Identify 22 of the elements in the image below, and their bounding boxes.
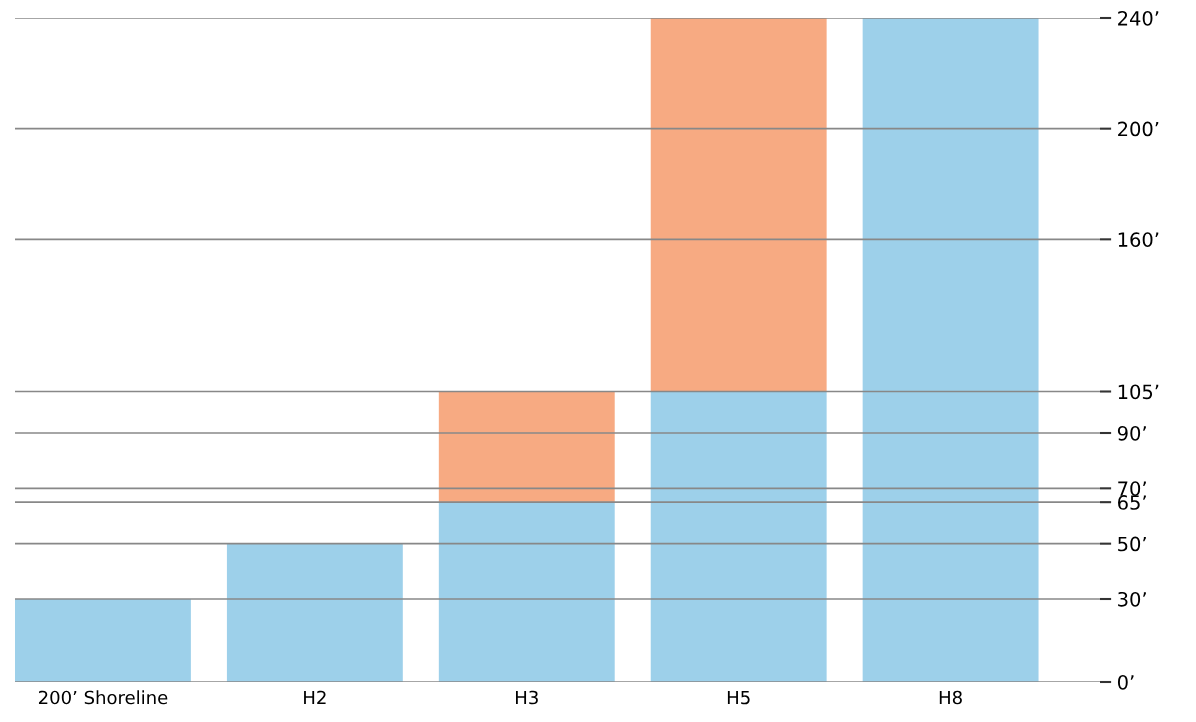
bar bbox=[15, 599, 191, 682]
y-tick-label: 70’ bbox=[1118, 481, 1146, 496]
bar bbox=[650, 18, 827, 392]
bar bbox=[862, 18, 1039, 682]
y-tick-label: 105’ bbox=[1118, 384, 1159, 400]
y-tick-label: 90’ bbox=[1117, 425, 1146, 441]
y-tick-label: 50’ bbox=[1118, 536, 1146, 552]
y-tick-label: 160’ bbox=[1118, 232, 1159, 247]
y-tick-label: 240’ bbox=[1118, 10, 1159, 26]
x-tick-label: H2 bbox=[304, 690, 326, 705]
bar bbox=[650, 391, 827, 682]
y-tick-label: 0’ bbox=[1117, 674, 1134, 690]
bar bbox=[438, 502, 615, 682]
x-tick-label: H5 bbox=[727, 690, 750, 705]
y-tick-label: 65’ bbox=[1118, 495, 1146, 510]
y-tick-label: 200’ bbox=[1118, 121, 1159, 137]
x-tick-label: H8 bbox=[939, 690, 962, 705]
y-tick-label: 30’ bbox=[1118, 591, 1146, 607]
x-tick-label: 200’ Shoreline bbox=[38, 690, 168, 705]
bar bbox=[226, 543, 403, 682]
x-tick-label: H3 bbox=[516, 690, 538, 705]
bar bbox=[438, 391, 615, 503]
